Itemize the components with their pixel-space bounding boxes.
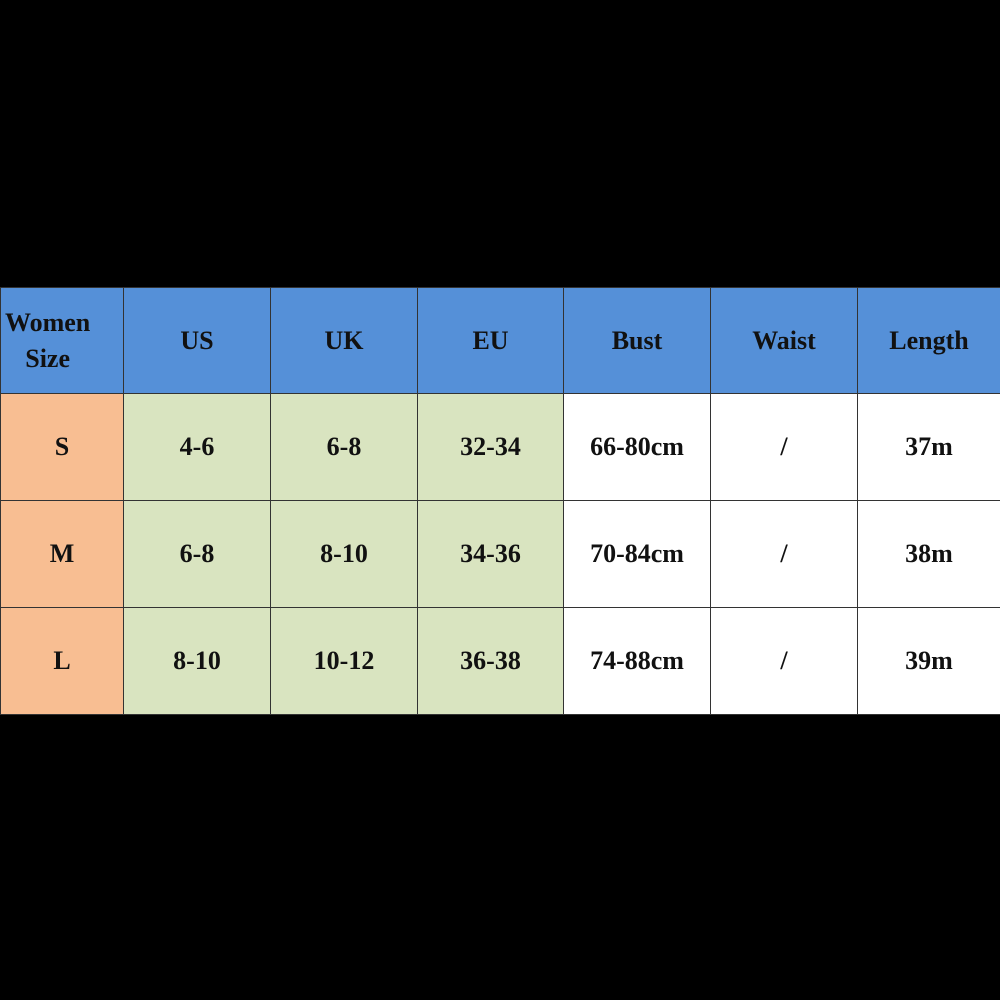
cell-length: 39m bbox=[857, 607, 1000, 715]
cell-uk: 10-12 bbox=[270, 607, 418, 715]
cell-us: 6-8 bbox=[123, 500, 271, 608]
table-row: S 4-6 6-8 32-34 66-80cm/37m bbox=[0, 393, 1000, 501]
cell-eu: 36-38 bbox=[417, 607, 564, 715]
header-uk: UK bbox=[270, 287, 418, 394]
cell-bust: 74-88cm bbox=[563, 607, 711, 715]
header-row: Women Size US UK EU Bust Waist Length bbox=[0, 287, 1000, 394]
cell-eu: 32-34 bbox=[417, 393, 564, 501]
header-women-size: Women Size bbox=[0, 287, 124, 394]
cell-us: 8-10 bbox=[123, 607, 271, 715]
table-row: L 8-10 10-12 36-38 74-88cm/39m bbox=[0, 607, 1000, 715]
header-eu: EU bbox=[417, 287, 564, 394]
cell-us: 4-6 bbox=[123, 393, 271, 501]
cell-waist: / bbox=[710, 500, 858, 608]
cell-waist: / bbox=[710, 607, 858, 715]
header-bust: Bust bbox=[563, 287, 711, 394]
table-row: M 6-8 8-10 34-36 70-84cm/38m bbox=[0, 500, 1000, 608]
cell-size: L bbox=[0, 607, 124, 715]
cell-length: 37m bbox=[857, 393, 1000, 501]
cell-uk: 8-10 bbox=[270, 500, 418, 608]
cell-size: S bbox=[0, 393, 124, 501]
cell-size: M bbox=[0, 500, 124, 608]
header-waist: Waist bbox=[710, 287, 858, 394]
cell-waist: / bbox=[710, 393, 858, 501]
cell-uk: 6-8 bbox=[270, 393, 418, 501]
cell-length: 38m bbox=[857, 500, 1000, 608]
cell-bust: 70-84cm bbox=[563, 500, 711, 608]
size-chart-table: Women Size US UK EU Bust Waist Length S 4-… bbox=[0, 287, 1000, 715]
header-us: US bbox=[123, 287, 271, 394]
cell-eu: 34-36 bbox=[417, 500, 564, 608]
header-length: Length bbox=[857, 287, 1000, 394]
cell-bust: 66-80cm bbox=[563, 393, 711, 501]
